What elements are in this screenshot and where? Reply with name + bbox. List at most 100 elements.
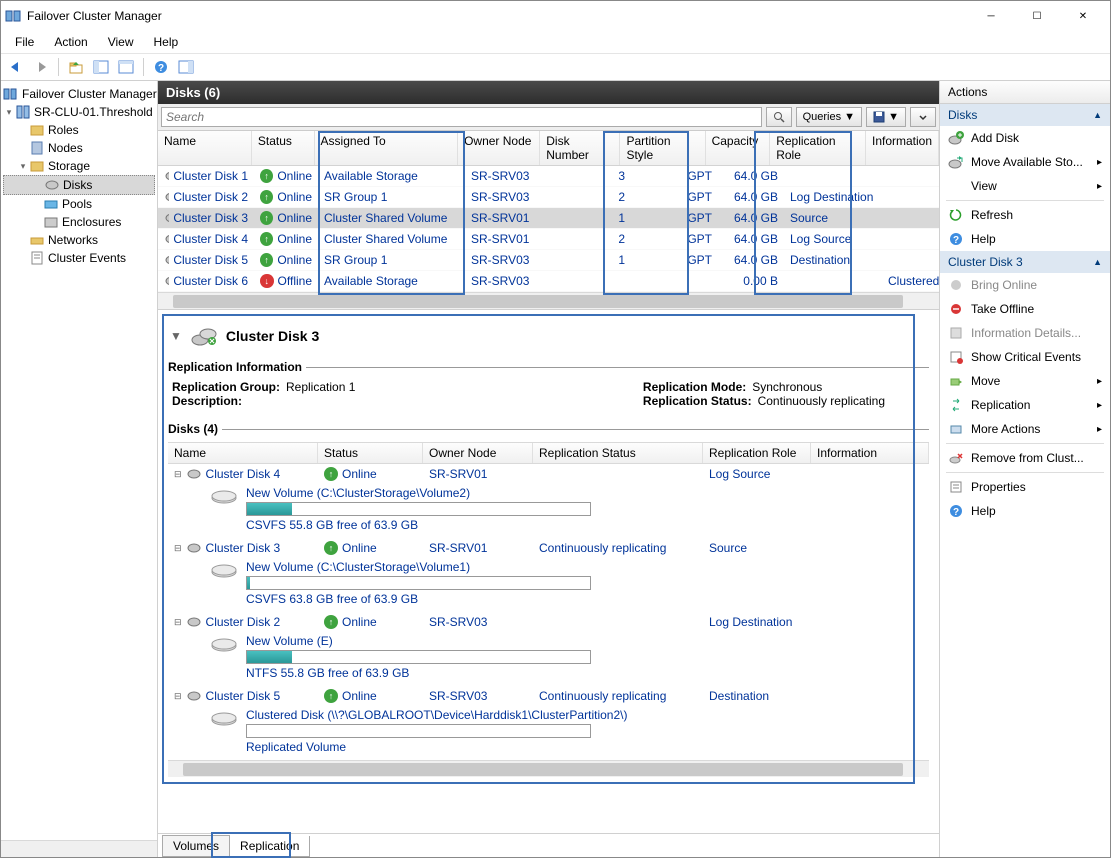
search-input[interactable] (161, 107, 762, 127)
action-bring-online[interactable]: Bring Online (940, 273, 1110, 297)
show-action-pane-button[interactable] (175, 56, 197, 78)
forward-button[interactable] (30, 56, 52, 78)
tree-disks-label: Disks (63, 178, 92, 192)
detail-row[interactable]: ⊟Cluster Disk 5↑OnlineSR-SRV03Continuous… (168, 686, 929, 706)
tree-enclosures[interactable]: Enclosures (3, 213, 155, 231)
tree-storage[interactable]: ▾Storage (3, 157, 155, 175)
col-owner[interactable]: Owner Node (458, 131, 540, 165)
action-replication[interactable]: Replication▸ (940, 393, 1110, 417)
tree-networks[interactable]: Networks (3, 231, 155, 249)
mode-value: Synchronous (752, 380, 822, 394)
detail-disk-group: ⊟Cluster Disk 4↑OnlineSR-SRV01Log Source… (168, 464, 929, 532)
table-row[interactable]: Cluster Disk 4↑OnlineCluster Shared Volu… (158, 229, 939, 250)
menu-view[interactable]: View (98, 33, 144, 51)
menu-action[interactable]: Action (44, 33, 97, 51)
detail-row[interactable]: ⊟Cluster Disk 4↑OnlineSR-SRV01Log Source (168, 464, 929, 484)
volume-info: New Volume (C:\ClusterStorage\Volume1)CS… (168, 560, 929, 606)
actions-group-disks[interactable]: Disks▲ (940, 104, 1110, 126)
col-status[interactable]: Status (252, 131, 315, 165)
table-row[interactable]: Cluster Disk 5↑OnlineSR Group 1SR-SRV031… (158, 250, 939, 271)
svg-text:?: ? (158, 63, 164, 74)
center-pane: Disks (6) Queries ▼ ▼ Name Status Assign… (158, 81, 940, 857)
action-remove[interactable]: Remove from Clust... (940, 446, 1110, 470)
action-properties[interactable]: Properties (940, 475, 1110, 499)
queries-button[interactable]: Queries ▼ (796, 107, 862, 127)
tree-scrollbar[interactable] (1, 840, 157, 857)
nav-tree[interactable]: Failover Cluster Manager ▾SR-CLU-01.Thre… (1, 81, 158, 857)
tree-pools[interactable]: Pools (3, 195, 155, 213)
detail-disk-group: ⊟Cluster Disk 3↑OnlineSR-SRV01Continuous… (168, 538, 929, 606)
tree-nodes[interactable]: Nodes (3, 139, 155, 157)
disks-grid: Name Status Assigned To Owner Node Disk … (158, 131, 939, 309)
table-row[interactable]: Cluster Disk 1↑OnlineAvailable StorageSR… (158, 166, 939, 187)
col-part[interactable]: Partition Style (620, 131, 705, 165)
action-take-offline[interactable]: Take Offline (940, 297, 1110, 321)
search-go-button[interactable] (766, 107, 792, 127)
col-cap[interactable]: Capacity (706, 131, 771, 165)
dcol-rstatus[interactable]: Replication Status (533, 443, 703, 463)
rstatus-label: Replication Status: (643, 394, 752, 408)
grid-scrollbar[interactable] (158, 292, 939, 309)
minimize-button[interactable]: ─ (968, 1, 1014, 31)
tree-nodes-label: Nodes (48, 141, 83, 155)
detail-row[interactable]: ⊟Cluster Disk 3↑OnlineSR-SRV01Continuous… (168, 538, 929, 558)
volume-info: New Volume (C:\ClusterStorage\Volume2)CS… (168, 486, 929, 532)
action-refresh[interactable]: Refresh (940, 203, 1110, 227)
maximize-button[interactable]: ☐ (1014, 1, 1060, 31)
action-move[interactable]: Move▸ (940, 369, 1110, 393)
tree-root[interactable]: Failover Cluster Manager (3, 85, 155, 103)
dcol-status[interactable]: Status (318, 443, 423, 463)
help-button[interactable]: ? (150, 56, 172, 78)
back-button[interactable] (5, 56, 27, 78)
expand-button[interactable] (910, 107, 936, 127)
col-disknum[interactable]: Disk Number (540, 131, 620, 165)
desc-label: Description: (172, 394, 242, 408)
tree-events[interactable]: Cluster Events (3, 249, 155, 267)
col-info[interactable]: Information (866, 131, 939, 165)
actions-group-item[interactable]: Cluster Disk 3▲ (940, 251, 1110, 273)
tree-roles-label: Roles (48, 123, 79, 137)
properties-button[interactable] (115, 56, 137, 78)
dcol-name[interactable]: Name (168, 443, 318, 463)
table-row[interactable]: Cluster Disk 6↓OfflineAvailable StorageS… (158, 271, 939, 292)
action-view[interactable]: View▸ (940, 174, 1110, 198)
tab-replication[interactable]: Replication (229, 836, 310, 857)
table-row[interactable]: Cluster Disk 3↑OnlineCluster Shared Volu… (158, 208, 939, 229)
col-role[interactable]: Replication Role (770, 131, 866, 165)
volume-info: Clustered Disk (\\?\GLOBALROOT\Device\Ha… (168, 708, 929, 754)
tree-networks-label: Networks (48, 233, 98, 247)
action-crit-events[interactable]: Show Critical Events (940, 345, 1110, 369)
grid-header: Name Status Assigned To Owner Node Disk … (158, 131, 939, 166)
dcol-info[interactable]: Information (811, 443, 929, 463)
tab-volumes[interactable]: Volumes (162, 835, 230, 857)
action-help[interactable]: ?Help (940, 227, 1110, 251)
menu-help[interactable]: Help (144, 33, 189, 51)
actions-header: Actions (940, 81, 1110, 104)
action-help2[interactable]: ?Help (940, 499, 1110, 523)
menubar: File Action View Help (1, 31, 1110, 53)
menu-file[interactable]: File (5, 33, 44, 51)
show-hide-tree-button[interactable] (90, 56, 112, 78)
tree-root-label: Failover Cluster Manager (22, 87, 157, 101)
tree-roles[interactable]: Roles (3, 121, 155, 139)
close-button[interactable]: ✕ (1060, 1, 1106, 31)
dcol-role[interactable]: Replication Role (703, 443, 811, 463)
dcol-owner[interactable]: Owner Node (423, 443, 533, 463)
action-info-details[interactable]: Information Details... (940, 321, 1110, 345)
detail-scrollbar[interactable] (168, 760, 929, 777)
action-add-disk[interactable]: Add Disk (940, 126, 1110, 150)
mode-label: Replication Mode: (643, 380, 746, 394)
action-more[interactable]: More Actions▸ (940, 417, 1110, 441)
col-name[interactable]: Name (158, 131, 252, 165)
section-replication-info: Replication Information (168, 358, 302, 376)
col-assigned[interactable]: Assigned To (315, 131, 459, 165)
up-button[interactable] (65, 56, 87, 78)
detail-row[interactable]: ⊟Cluster Disk 2↑OnlineSR-SRV03Log Destin… (168, 612, 929, 632)
table-row[interactable]: Cluster Disk 2↑OnlineSR Group 1SR-SRV032… (158, 187, 939, 208)
tree-disks[interactable]: Disks (3, 175, 155, 195)
collapse-icon[interactable]: ▼ (170, 329, 182, 343)
svg-text:?: ? (953, 235, 959, 246)
action-move-avail[interactable]: Move Available Sto...▸ (940, 150, 1110, 174)
save-button[interactable]: ▼ (866, 107, 906, 127)
tree-cluster[interactable]: ▾SR-CLU-01.Threshold (3, 103, 155, 121)
